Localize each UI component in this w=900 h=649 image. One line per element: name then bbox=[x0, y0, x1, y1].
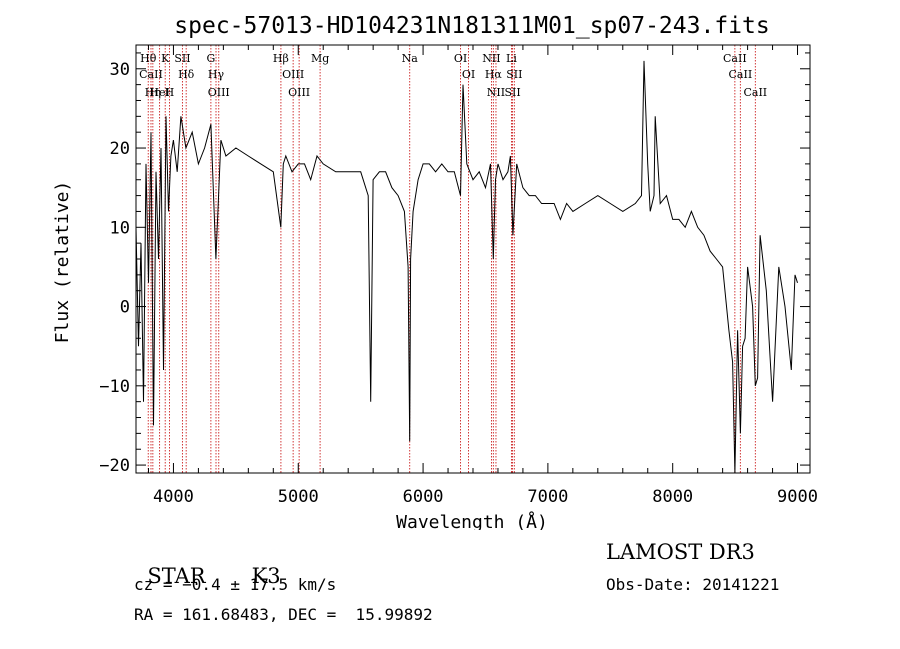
survey-label: LAMOST DR3 bbox=[606, 540, 755, 564]
line-label: OI bbox=[454, 52, 467, 65]
redshift-text: cz = −0.4 ± 17.5 km/s bbox=[134, 575, 337, 594]
y-axis-label: Flux (relative) bbox=[52, 181, 73, 344]
line-label: NII bbox=[487, 86, 505, 99]
x-tick-label: 7000 bbox=[527, 487, 568, 507]
line-label: Na bbox=[402, 52, 419, 65]
line-label: SII bbox=[174, 52, 190, 65]
y-tick-label: −10 bbox=[99, 377, 130, 397]
x-tick-label: 6000 bbox=[403, 487, 444, 507]
line-label: Hη bbox=[145, 86, 161, 99]
line-label: Hα bbox=[485, 68, 503, 81]
y-tick-label: 20 bbox=[110, 139, 130, 159]
line-label: G bbox=[206, 52, 215, 65]
line-label: Hγ bbox=[208, 68, 225, 81]
obs-date-text: Obs-Date: 20141221 bbox=[606, 575, 780, 594]
subclass-label: K3 bbox=[251, 564, 281, 588]
line-label: CaII bbox=[743, 86, 767, 99]
line-label: HeI bbox=[149, 86, 169, 99]
x-axis-label: Wavelength (Å) bbox=[396, 511, 548, 530]
line-label: CaII bbox=[729, 68, 753, 81]
y-axis: −20 −10 0 10 20 30 bbox=[99, 52, 810, 476]
y-tick-label: 30 bbox=[110, 60, 130, 80]
object-class: STAR K3 bbox=[134, 540, 281, 588]
line-label: Mg bbox=[311, 52, 329, 65]
coordinates-text: RA = 161.68483, DEC = 15.99892 bbox=[134, 605, 433, 624]
line-label: OIII bbox=[282, 68, 304, 81]
line-label: SII bbox=[504, 86, 520, 99]
line-markers bbox=[147, 45, 756, 473]
x-tick-label: 5000 bbox=[278, 487, 319, 507]
line-label: Hβ bbox=[273, 52, 289, 65]
line-label: CaII bbox=[139, 68, 163, 81]
line-label: OIII bbox=[208, 86, 230, 99]
line-label: OI bbox=[462, 68, 475, 81]
spectrum-chart: spec-57013-HD104231N181311M01_sp07-243.f… bbox=[52, 13, 818, 530]
line-label: NII bbox=[482, 52, 500, 65]
spectrum-line bbox=[135, 60, 798, 474]
line-label: H bbox=[165, 86, 175, 99]
line-label: OIII bbox=[288, 86, 310, 99]
line-label: Hθ bbox=[140, 52, 157, 65]
line-label: CaII bbox=[723, 52, 747, 65]
line-label: Hδ bbox=[178, 68, 195, 81]
y-tick-label: 0 bbox=[120, 298, 130, 318]
plot-frame bbox=[135, 44, 811, 474]
line-label: SII bbox=[506, 68, 522, 81]
x-axis: 4000 5000 6000 7000 8000 9000 bbox=[147, 45, 818, 507]
class-label: STAR bbox=[147, 564, 206, 588]
x-tick-label: 9000 bbox=[777, 487, 818, 507]
line-label: Li bbox=[506, 52, 517, 65]
y-tick-label: 10 bbox=[110, 218, 130, 238]
x-tick-label: 4000 bbox=[153, 487, 194, 507]
line-label: K bbox=[161, 52, 170, 65]
y-tick-label: −20 bbox=[99, 456, 130, 476]
chart-title: spec-57013-HD104231N181311M01_sp07-243.f… bbox=[174, 13, 769, 39]
x-tick-label: 8000 bbox=[652, 487, 693, 507]
